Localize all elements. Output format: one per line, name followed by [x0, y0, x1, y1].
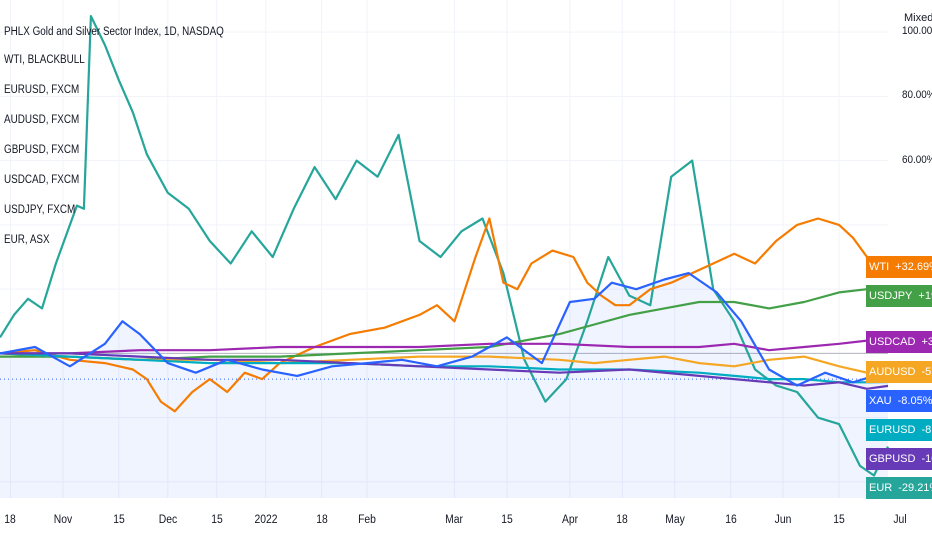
- x-tick-label: 18: [315, 514, 328, 526]
- price-tag-gbpusd: GBPUSD-10.13%: [866, 448, 932, 471]
- price-tag-eurusd: EURUSD-8.92%: [866, 419, 932, 442]
- x-tick-label: 15: [210, 514, 223, 526]
- price-tag-value: +3.63%: [918, 330, 932, 353]
- series-line-usdjpy: [0, 288, 889, 361]
- series-line-usdcad: [0, 339, 889, 355]
- price-tag-xau: XAU -8.05%: [866, 390, 932, 413]
- x-tick-label: 2022: [254, 514, 278, 526]
- price-tag-symbol: USDJPY: [866, 284, 916, 307]
- legend-item[interactable]: AUDUSD, FXCM: [4, 114, 80, 126]
- y-tick-label: 60.00%: [902, 153, 932, 166]
- x-tick-label: Jun: [774, 514, 792, 526]
- price-tag-usdjpy: USDJPY+19.35%: [866, 284, 932, 307]
- price-tag-symbol: EURUSD: [866, 419, 919, 442]
- series-line-xau: [0, 272, 889, 387]
- x-tick-label: 18: [616, 514, 629, 526]
- x-tick-label: 15: [833, 514, 845, 526]
- price-tag-value: +19.35%: [915, 284, 932, 307]
- legend-item[interactable]: EUR, ASX: [4, 234, 50, 246]
- legend-item[interactable]: USDJPY, FXCM: [4, 204, 76, 216]
- x-tick-label: Nov: [53, 514, 73, 526]
- price-tag-value: -8.05%: [894, 390, 932, 413]
- series-line-wti: [0, 217, 889, 413]
- price-tag-symbol: EUR: [866, 477, 896, 500]
- x-tick-label: 15: [501, 514, 513, 526]
- series-area-xau: [0, 273, 888, 498]
- chart-title: PHLX Gold and Silver Sector Index, 1D, N…: [4, 26, 224, 38]
- x-tick-label: Dec: [158, 514, 178, 526]
- price-tag-symbol: WTI: [866, 255, 893, 278]
- scale-mode-label[interactable]: Mixed: [904, 12, 932, 24]
- x-tick-label: Mar: [445, 514, 464, 526]
- x-tick-label: 15: [113, 514, 125, 526]
- price-tag-usdcad: USDCAD+3.63%: [866, 330, 932, 353]
- price-tag-value: -8.92%: [918, 419, 932, 442]
- price-tag-value: -29.21%: [895, 477, 932, 500]
- legend-item[interactable]: WTI, BLACKBULL: [4, 54, 85, 66]
- x-tick-label: May: [664, 514, 685, 526]
- x-tick-label: Feb: [358, 514, 377, 526]
- y-tick-label: 100.00%: [902, 25, 932, 38]
- price-tag-audusd: AUDUSD-5.90%: [866, 361, 932, 384]
- legend-item[interactable]: EURUSD, FXCM: [4, 84, 80, 96]
- price-tag-wti: WTI+32.69%: [866, 255, 932, 278]
- price-tag-symbol: GBPUSD: [866, 448, 919, 471]
- x-tick-label: Apr: [561, 514, 578, 526]
- price-tag-value: -5.90%: [918, 361, 932, 384]
- legend-item[interactable]: GBPUSD, FXCM: [4, 144, 80, 156]
- price-tag-symbol: AUDUSD: [866, 361, 919, 384]
- price-tag-value: -10.13%: [918, 448, 932, 471]
- y-tick-label: 80.00%: [902, 89, 932, 102]
- legend-item[interactable]: USDCAD, FXCM: [4, 174, 80, 186]
- x-tick-label: 18: [4, 514, 17, 526]
- x-tick-label: Jul: [893, 514, 907, 526]
- price-tag-symbol: USDCAD: [866, 330, 919, 353]
- series-line-eurusd: [0, 352, 889, 384]
- series-line-eur: [0, 15, 889, 477]
- price-tag-eur: EUR-29.21%: [866, 477, 932, 500]
- series-line-gbpusd: [0, 352, 889, 390]
- price-tag-value: +32.69%: [892, 255, 932, 278]
- x-tick-label: 16: [724, 514, 737, 526]
- price-tag-symbol: XAU: [866, 390, 895, 413]
